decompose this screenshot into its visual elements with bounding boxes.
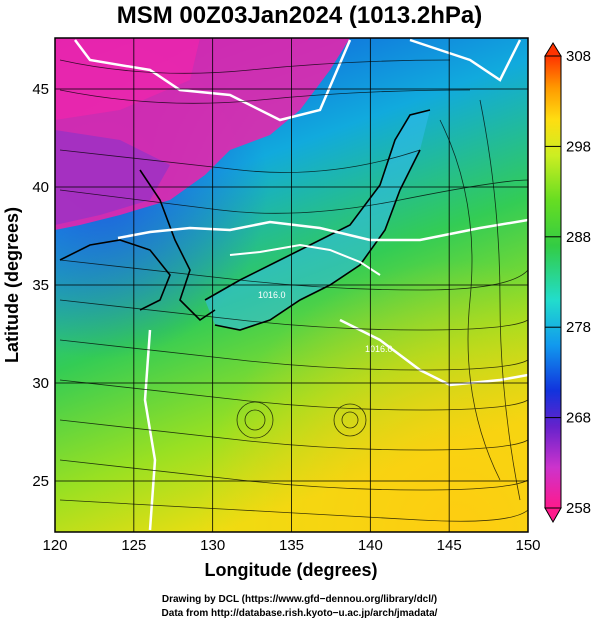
colorbar-tick-label: 258: [566, 500, 591, 517]
lon-tick-label: 125: [121, 537, 146, 554]
contour-label: 1016.0: [258, 290, 286, 300]
latitude-ticks: 25 30 35 40 45: [32, 81, 49, 490]
colorbar-tick-label: 308: [566, 48, 591, 65]
x-axis-label: Longitude (degrees): [204, 560, 377, 580]
longitude-ticks: 120 125 130 135 140 145 150: [42, 537, 540, 554]
lat-tick-label: 25: [32, 473, 49, 490]
colorbar-tick-label: 278: [566, 319, 591, 336]
lon-tick-label: 135: [279, 537, 304, 554]
plot-frame: [54, 37, 529, 533]
map-title: MSM 00Z03Jan2024 (1013.2hPa): [116, 2, 483, 29]
colorbar-tick-label: 268: [566, 410, 591, 427]
colorbar-tick-label: 288: [566, 229, 591, 246]
footer-drawing-credit: Drawing by DCL (https://www.gfd−dennou.o…: [161, 594, 438, 605]
lat-tick-label: 30: [32, 375, 49, 392]
colorbar: 308 298 288 278 268 258: [544, 42, 591, 524]
colorbar-max-arrow: [544, 42, 562, 57]
lon-tick-label: 145: [437, 537, 462, 554]
lat-tick-label: 40: [32, 179, 49, 196]
lon-tick-label: 120: [42, 537, 67, 554]
lon-tick-label: 130: [200, 537, 225, 554]
lat-tick-label: 45: [32, 81, 49, 98]
contour-label: 1016.0: [365, 344, 393, 354]
lon-tick-label: 140: [358, 537, 383, 554]
colorbar-tick-label: 298: [566, 138, 591, 155]
lon-tick-label: 150: [515, 537, 540, 554]
lat-tick-label: 35: [32, 277, 49, 294]
y-axis-label: Latitude (degrees): [2, 207, 22, 363]
colorbar-scale: [544, 55, 562, 509]
footer-data-credit: Data from http://database.rish.kyoto−u.a…: [161, 608, 438, 619]
colorbar-min-arrow: [544, 507, 562, 524]
